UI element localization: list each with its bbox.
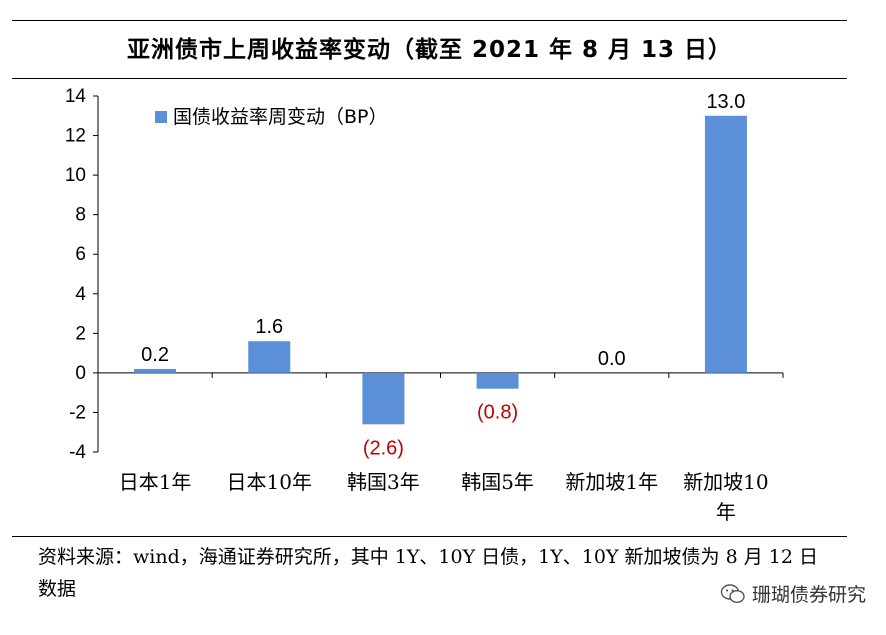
x-tick-label: 年	[716, 500, 736, 524]
data-label: 0.0	[598, 348, 626, 370]
title-rule	[12, 78, 847, 79]
y-tick-label: 6	[75, 244, 86, 265]
bar	[248, 341, 291, 373]
legend-swatch	[155, 111, 167, 123]
bar-chart: -4 -2 0 2 4 6 8 10 12 14 0.2 日本1年 1.6 日本10年 (2.6) 韩国3年 (…	[65, 86, 784, 524]
y-tick-label: -4	[69, 442, 86, 463]
data-label: (0.8)	[477, 402, 518, 424]
watermark: 珊瑚债券研究	[720, 580, 866, 607]
top-rule	[12, 20, 847, 21]
x-tick-label: 韩国3年	[347, 470, 420, 494]
watermark-text: 珊瑚债券研究	[751, 584, 866, 606]
data-label: 0.2	[141, 344, 169, 366]
y-tick-label: -2	[69, 402, 86, 423]
y-tick-label: 14	[65, 86, 87, 107]
y-tick-label: 10	[65, 165, 86, 186]
x-tick-label: 新加坡10	[683, 470, 768, 494]
x-tick-label: 日本1年	[119, 470, 192, 494]
data-label: 1.6	[255, 316, 283, 338]
source-note: 资料来源：wind，海通证券研究所，其中 1Y、10Y 日债，1Y、10Y 新加…	[38, 546, 818, 600]
bar	[362, 372, 405, 425]
bar	[704, 115, 747, 373]
y-tick-label: 2	[75, 323, 86, 344]
bar	[134, 368, 177, 373]
y-tick-label: 4	[75, 284, 86, 305]
data-label: (2.6)	[363, 437, 404, 459]
bottom-rule	[12, 536, 847, 537]
x-tick-label: 新加坡1年	[565, 470, 658, 494]
data-label: 13.0	[706, 91, 745, 113]
bar	[476, 372, 519, 389]
legend-label: 国债收益率周变动（BP）	[173, 106, 388, 128]
y-tick-label: 8	[75, 205, 86, 226]
x-tick-label: 日本10年	[227, 470, 312, 494]
wechat-icon	[720, 583, 745, 603]
x-tick-label: 韩国5年	[461, 470, 534, 494]
chart-title: 亚洲债市上周收益率变动（截至 2021 年 8 月 13 日）	[126, 37, 733, 63]
y-tick-label: 12	[65, 126, 86, 147]
y-tick-label: 0	[75, 363, 86, 384]
